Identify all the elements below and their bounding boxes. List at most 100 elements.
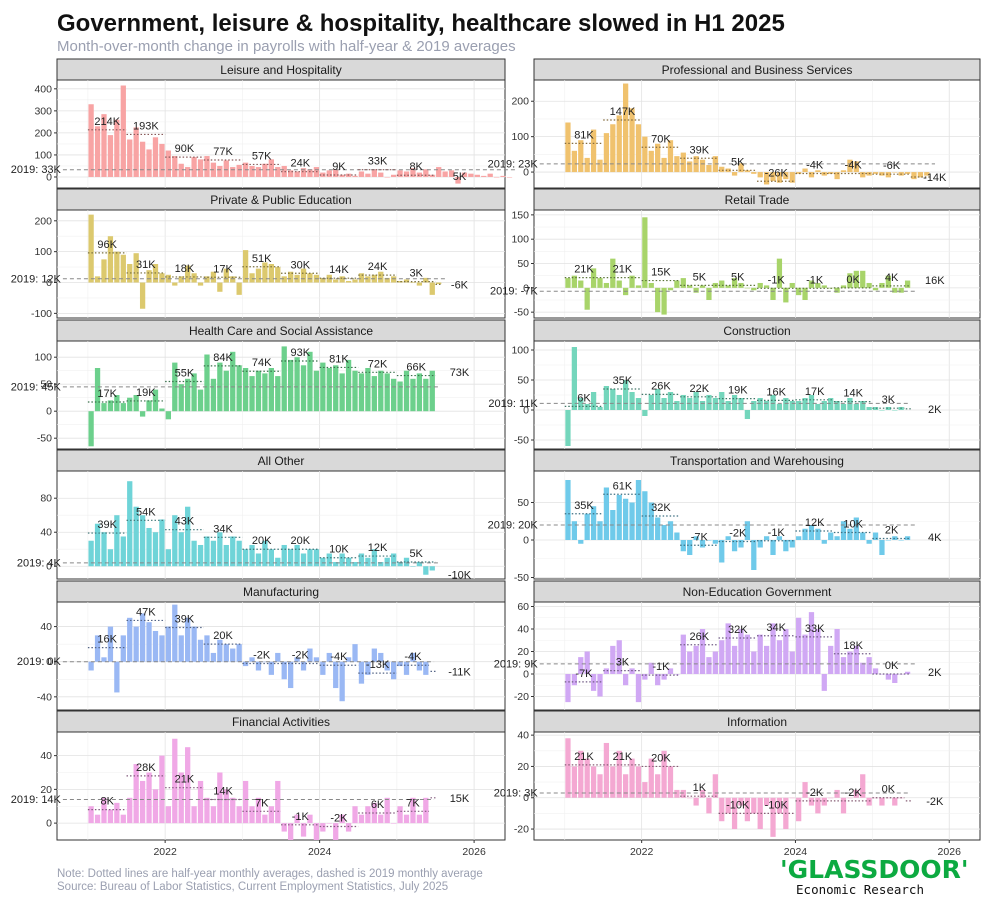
bar [242,368,249,412]
bar [751,540,757,570]
bar [667,287,674,291]
half-year-label: 81K [329,353,349,365]
bar [94,276,101,283]
bar [712,398,718,410]
bar [236,282,242,295]
y-tick-label: -50 [514,307,529,319]
bar [674,532,680,540]
bar [655,287,661,313]
bar [571,150,577,173]
bar [821,401,827,410]
bar [706,540,712,541]
bar [693,287,699,293]
bar [288,661,294,689]
bar [268,549,274,567]
half-year-label: 72K [368,358,388,370]
bar [584,758,590,798]
bar [597,278,603,288]
bar [255,553,262,567]
bar [249,165,255,177]
y-tick-label: -100 [31,308,52,320]
half-year-label: 7K [255,797,269,809]
half-year-label: -2K [729,528,747,540]
bar [262,262,268,283]
bar [114,395,120,412]
half-year-label: 16K [766,386,786,398]
bar [834,629,840,674]
bar [242,661,249,667]
bar [565,122,571,173]
bar [152,532,159,567]
y-tick-label: 0 [523,167,529,179]
bar [872,668,879,674]
half-year-label: 32K [651,502,671,514]
bar [326,553,332,567]
half-year-label: 30K [291,259,311,271]
panel-title: Transportation and Warehousing [670,454,844,468]
bar [197,780,204,824]
bar [88,214,94,283]
bar [352,370,358,412]
bar [866,797,872,806]
bar [616,640,622,674]
bar [776,797,783,814]
bar [249,273,255,283]
bar [725,797,731,814]
half-year-label: 12K [368,542,388,554]
y-tick-label: 0 [46,171,52,183]
bar [699,540,706,548]
bar [313,549,320,567]
bar [384,373,390,412]
bar [416,172,423,177]
bar [345,359,352,412]
facet-panel: Construction -50 0 50 100 2019: 11K 6K 35K 26K 22… [488,319,981,450]
bar [107,400,114,412]
bar [853,789,859,798]
bar [197,159,204,177]
bar [629,275,635,288]
panel-title: Health Care and Social Assistance [189,324,373,338]
bar [828,645,834,674]
bar [635,766,642,798]
bar [623,83,629,173]
bar [904,671,911,674]
bar [610,766,616,798]
y-tick-label: 50 [517,258,529,270]
bar [204,536,210,567]
bar [152,789,159,824]
bar [397,806,403,824]
bar [674,674,680,675]
bar [655,143,661,173]
bar [88,806,94,824]
half-year-label: 19K [136,387,156,399]
y-tick-label: 60 [517,601,529,613]
logo-wordmark: 'GLASSDOOR' [780,855,969,884]
bar [744,634,751,674]
bar [255,370,262,412]
half-year-label: 17K [805,386,825,398]
half-year-label: 20K [291,535,311,547]
half-year-label: 5K [731,271,745,283]
bar [578,398,584,410]
bar [410,652,416,662]
bar [120,254,126,283]
half-year-label: -2K [926,796,944,808]
panel-title: Non-Education Government [683,585,832,599]
bar [725,285,731,288]
bar [352,561,358,567]
bar [648,758,654,798]
bar [731,172,738,176]
half-year-label: -2K [330,813,348,825]
bar [172,282,178,286]
bar [275,780,281,824]
baseline-label: 2019: 3K [494,788,539,800]
bar [706,164,712,173]
bar [101,403,107,412]
bar [744,287,751,289]
bar [828,398,834,410]
half-year-label: -11K [448,666,471,678]
bar [365,276,371,283]
bar [757,398,763,410]
half-year-label: 34K [213,523,233,535]
bar [410,168,416,177]
